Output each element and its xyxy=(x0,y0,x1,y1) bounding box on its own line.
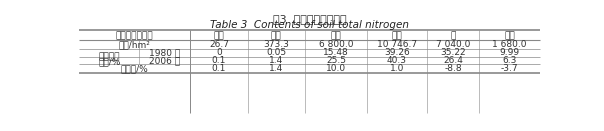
Text: 39.26: 39.26 xyxy=(384,48,410,57)
Text: 0.1: 0.1 xyxy=(211,56,226,65)
Text: 面积/hm²: 面积/hm² xyxy=(119,40,151,49)
Text: 极缺: 极缺 xyxy=(504,31,515,40)
Text: 7 040.0: 7 040.0 xyxy=(435,40,470,49)
Text: 1.4: 1.4 xyxy=(269,64,283,73)
Text: 缺: 缺 xyxy=(450,31,455,40)
Text: 较缺: 较缺 xyxy=(391,31,402,40)
Text: 丰富: 丰富 xyxy=(213,31,224,40)
Text: Table 3  Contents of soil total nitrogen: Table 3 Contents of soil total nitrogen xyxy=(210,20,409,30)
Text: 26.4: 26.4 xyxy=(443,56,463,65)
Text: -8.8: -8.8 xyxy=(444,64,461,73)
Text: 表3  土壤全氮含量状况: 表3 土壤全氮含量状况 xyxy=(273,14,346,24)
Text: -3.7: -3.7 xyxy=(501,64,518,73)
Text: 0.1: 0.1 xyxy=(211,64,226,73)
Text: 40.3: 40.3 xyxy=(387,56,406,65)
Text: 10 746.7: 10 746.7 xyxy=(377,40,417,49)
Text: 2006 年: 2006 年 xyxy=(149,56,180,65)
Text: 9.99: 9.99 xyxy=(500,48,519,57)
Text: 占总面积的比例: 占总面积的比例 xyxy=(116,31,153,40)
Text: 1980 年: 1980 年 xyxy=(149,48,180,57)
Text: 25.5: 25.5 xyxy=(326,56,346,65)
Text: 6.3: 6.3 xyxy=(503,56,516,65)
Text: 35.22: 35.22 xyxy=(440,48,466,57)
Text: 增减值/%: 增减值/% xyxy=(121,64,149,73)
Text: 26.7: 26.7 xyxy=(209,40,229,49)
Text: 6 800.0: 6 800.0 xyxy=(319,40,353,49)
Text: 1.4: 1.4 xyxy=(269,56,283,65)
Text: 0.05: 0.05 xyxy=(266,48,286,57)
Text: 中等: 中等 xyxy=(330,31,341,40)
Text: 面积/%: 面积/% xyxy=(98,57,120,66)
Text: 373.3: 373.3 xyxy=(263,40,289,49)
Text: 1 680.0: 1 680.0 xyxy=(492,40,527,49)
Text: 较丰: 较丰 xyxy=(271,31,281,40)
Text: 10.0: 10.0 xyxy=(326,64,346,73)
Text: 0: 0 xyxy=(216,48,222,57)
Text: 占耕地总: 占耕地总 xyxy=(98,52,120,61)
Text: 15.48: 15.48 xyxy=(323,48,349,57)
Text: 1.0: 1.0 xyxy=(390,64,404,73)
